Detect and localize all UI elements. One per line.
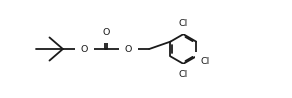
Text: O: O [124,44,132,54]
Text: O: O [81,44,88,54]
Text: Cl: Cl [179,70,188,79]
Text: Cl: Cl [201,57,210,66]
Text: O: O [102,29,110,37]
Text: Cl: Cl [179,19,188,28]
